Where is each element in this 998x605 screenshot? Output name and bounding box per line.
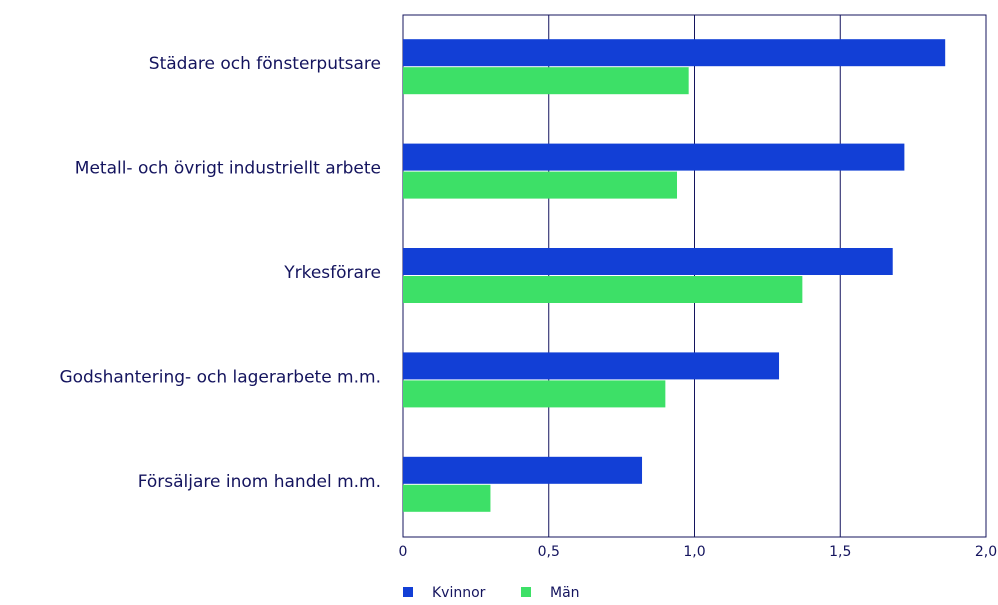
legend-swatch	[403, 587, 413, 597]
bar	[403, 171, 678, 199]
bar	[403, 276, 803, 303]
bar	[403, 352, 780, 380]
bar	[403, 380, 666, 408]
legend-label: Män	[550, 585, 580, 601]
legend-label: Kvinnor	[432, 585, 486, 601]
x-tick-label: 1,5	[829, 544, 851, 560]
bar	[403, 143, 905, 171]
y-tick-label: Yrkesförare	[283, 263, 381, 283]
bar	[403, 456, 643, 484]
x-tick-label: 1,0	[683, 544, 705, 560]
x-tick-label: 0,5	[538, 544, 560, 560]
bar	[403, 67, 689, 95]
bar	[403, 484, 491, 512]
y-tick-label: Städare och fönsterputsare	[149, 54, 381, 74]
y-tick-label: Godshantering- och lagerarbete m.m.	[59, 367, 381, 387]
x-tick-label: 2,0	[975, 544, 997, 560]
legend-swatch	[521, 587, 531, 597]
bar	[403, 39, 946, 67]
bar	[403, 248, 893, 275]
y-tick-label: Metall- och övrigt industriellt arbete	[75, 159, 381, 179]
x-tick-label: 0	[399, 544, 408, 560]
y-tick-label: Försäljare inom handel m.m.	[138, 472, 381, 492]
